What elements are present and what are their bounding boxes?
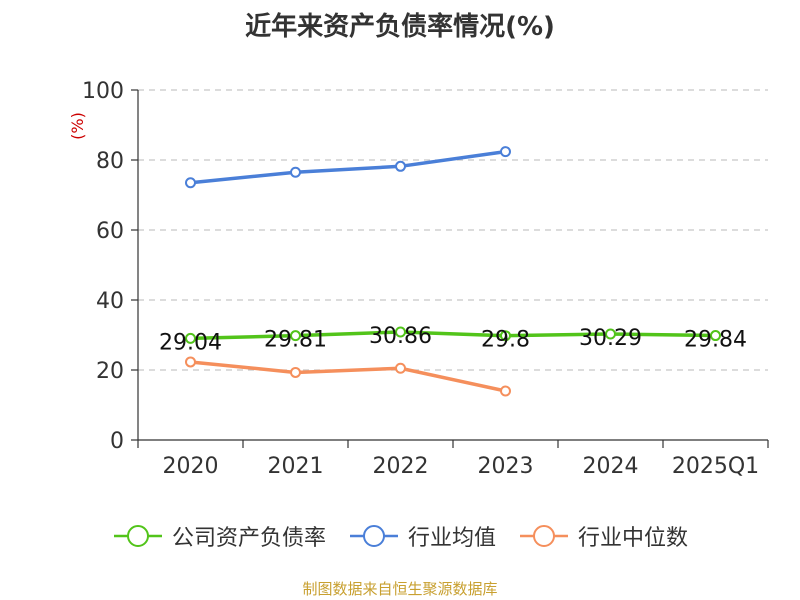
y-tick-label: 20	[96, 359, 124, 384]
legend-marker-icon	[349, 525, 398, 547]
data-point	[395, 160, 406, 172]
x-tick-label: 2024	[583, 454, 639, 479]
data-label: 30.86	[369, 324, 432, 349]
data-point	[185, 177, 196, 189]
data-label: 29.81	[264, 328, 327, 353]
x-tick-label: 2021	[268, 454, 324, 479]
data-point	[290, 330, 301, 342]
data-point	[185, 332, 196, 344]
data-label: 30.29	[579, 326, 642, 351]
y-tick-label: 0	[110, 429, 124, 454]
y-tick-label: 100	[82, 79, 124, 104]
y-tick-label: 40	[96, 289, 124, 314]
y-tick-label: 80	[96, 149, 124, 174]
legend-label: 行业均值	[407, 526, 496, 551]
legend-marker-icon	[113, 525, 162, 547]
source-note: 制图数据来自恒生聚源数据库	[302, 580, 498, 598]
data-point	[185, 356, 196, 368]
data-point	[290, 366, 301, 378]
data-label: 29.04	[159, 330, 222, 355]
chart-title: 近年来资产负债率情况(%)	[245, 12, 555, 42]
x-tick-label: 2020	[163, 454, 219, 479]
y-axis-label: (%)	[68, 112, 87, 140]
series-line	[190, 149, 506, 185]
legend-marker-icon	[520, 525, 568, 547]
data-point	[500, 385, 511, 397]
legend-item[interactable]: 行业中位数	[518, 520, 688, 552]
data-point	[500, 330, 511, 342]
data-point	[290, 166, 301, 178]
x-tick-label: 2023	[478, 454, 534, 479]
data-label: 29.84	[684, 328, 747, 353]
data-point	[710, 330, 721, 342]
legend-item[interactable]: 公司资产负债率	[112, 520, 326, 552]
y-tick-label: 60	[96, 219, 124, 244]
legend: 公司资产负债率 行业均值 行业中位数	[0, 520, 800, 552]
series-line	[190, 360, 506, 393]
data-point	[500, 146, 511, 158]
data-label: 29.8	[481, 328, 530, 353]
series-line	[190, 330, 716, 341]
data-point	[605, 328, 616, 340]
x-tick-label: 2022	[373, 454, 429, 479]
legend-label: 公司资产负债率	[171, 526, 326, 551]
legend-label: 行业中位数	[578, 526, 689, 551]
data-point	[395, 362, 406, 374]
x-tick-label: 2025Q1	[672, 454, 759, 479]
data-point	[395, 326, 406, 338]
legend-item[interactable]: 行业均值	[348, 520, 496, 552]
